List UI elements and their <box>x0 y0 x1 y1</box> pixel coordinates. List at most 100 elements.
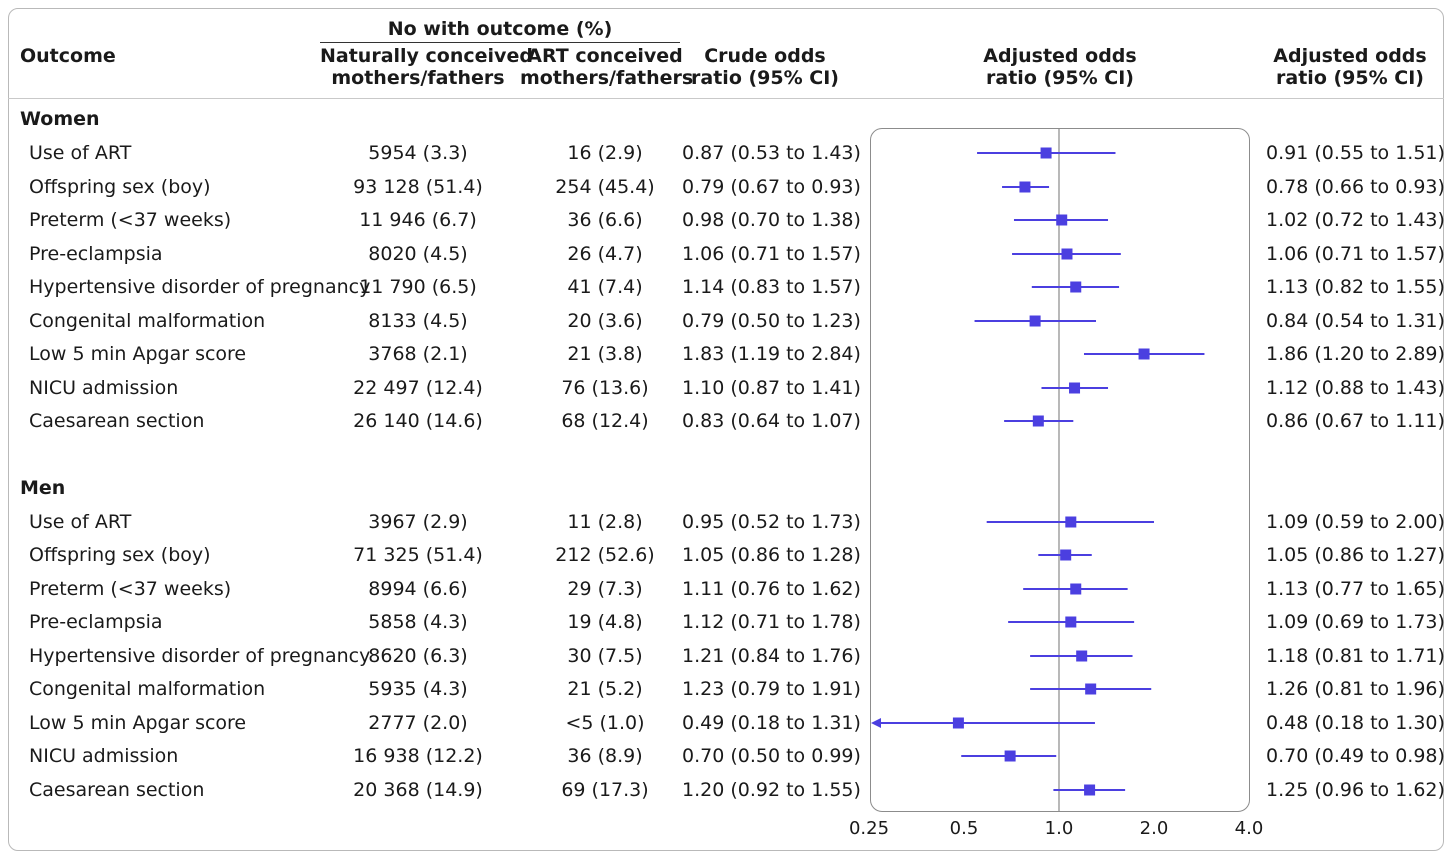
row-label: Caesarean section <box>29 410 205 432</box>
point-estimate <box>1065 616 1077 628</box>
row-label: NICU admission <box>29 745 179 767</box>
x-tick-label: 4.0 <box>1234 818 1264 839</box>
point-estimate <box>1061 248 1073 260</box>
row-crude: 1.12 (0.71 to 1.78) <box>682 611 861 633</box>
row-art: 212 (52.6) <box>555 544 655 566</box>
figure-frame <box>8 8 1444 851</box>
point-estimate <box>1056 214 1068 226</box>
row-art: <5 (1.0) <box>565 712 645 734</box>
row-crude: 1.21 (0.84 to 1.76) <box>682 645 861 667</box>
row-crude: 1.06 (0.71 to 1.57) <box>682 243 861 265</box>
point-estimate <box>1138 348 1150 360</box>
row-adjusted: 1.86 (1.20 to 2.89) <box>1266 343 1445 365</box>
row-natural: 8620 (6.3) <box>368 645 468 667</box>
row-label: Pre-eclampsia <box>29 611 163 633</box>
row-label: Offspring sex (boy) <box>29 176 211 198</box>
row-label: Congenital malformation <box>29 310 266 332</box>
row-art: 30 (7.5) <box>567 645 643 667</box>
row-art: 21 (5.2) <box>567 678 643 700</box>
row-art: 68 (12.4) <box>561 410 649 432</box>
row-natural: 3768 (2.1) <box>368 343 468 365</box>
row-adjusted: 1.06 (0.71 to 1.57) <box>1266 243 1445 265</box>
row-natural: 3967 (2.9) <box>368 511 468 533</box>
row-adjusted: 1.25 (0.96 to 1.62) <box>1266 779 1445 801</box>
header-art-line1: ART conceived <box>527 45 683 67</box>
row-art: 20 (3.6) <box>567 310 643 332</box>
row-adjusted: 0.78 (0.66 to 0.93) <box>1266 176 1445 198</box>
row-natural: 16 938 (12.2) <box>353 745 483 767</box>
row-natural: 20 368 (14.9) <box>353 779 483 801</box>
row-art: 69 (17.3) <box>561 779 649 801</box>
row-adjusted: 1.18 (0.81 to 1.71) <box>1266 645 1445 667</box>
row-label: NICU admission <box>29 377 179 399</box>
row-adjusted: 1.12 (0.88 to 1.43) <box>1266 377 1445 399</box>
row-crude: 0.49 (0.18 to 1.31) <box>682 712 861 734</box>
row-crude: 1.20 (0.92 to 1.55) <box>682 779 861 801</box>
row-adjusted: 1.09 (0.59 to 2.00) <box>1266 511 1445 533</box>
row-adjusted: 1.09 (0.69 to 1.73) <box>1266 611 1445 633</box>
header-art-line2: mothers/fathers <box>520 67 694 89</box>
row-crude: 1.10 (0.87 to 1.41) <box>682 377 861 399</box>
row-label: Caesarean section <box>29 779 205 801</box>
row-crude: 0.70 (0.50 to 0.99) <box>682 745 861 767</box>
row-label: Preterm (<37 weeks) <box>29 578 232 600</box>
row-natural: 5954 (3.3) <box>368 142 468 164</box>
row-natural: 8020 (4.5) <box>368 243 468 265</box>
x-tick-label: 0.5 <box>949 818 979 839</box>
row-adjusted: 0.86 (0.67 to 1.11) <box>1266 410 1445 432</box>
row-adjusted: 0.48 (0.18 to 1.30) <box>1266 712 1445 734</box>
header-adjusted-line2: ratio (95% CI) <box>1276 67 1424 89</box>
point-estimate <box>1029 315 1041 327</box>
row-natural: 93 128 (51.4) <box>353 176 483 198</box>
point-estimate <box>1084 784 1096 796</box>
header-adjusted-plot-line2: ratio (95% CI) <box>986 67 1134 89</box>
row-adjusted: 0.70 (0.49 to 0.98) <box>1266 745 1445 767</box>
header-divider <box>8 98 1444 99</box>
point-estimate <box>952 717 964 729</box>
point-estimate <box>1004 750 1016 762</box>
row-art: 29 (7.3) <box>567 578 643 600</box>
row-label: Use of ART <box>29 142 132 164</box>
row-adjusted: 1.13 (0.82 to 1.55) <box>1266 276 1445 298</box>
row-label: Low 5 min Apgar score <box>29 712 247 734</box>
row-adjusted: 1.13 (0.77 to 1.65) <box>1266 578 1445 600</box>
row-natural: 71 325 (51.4) <box>353 544 483 566</box>
row-art: 254 (45.4) <box>555 176 655 198</box>
row-crude: 1.11 (0.76 to 1.62) <box>682 578 861 600</box>
header-adjusted-plot-line1: Adjusted odds <box>983 45 1137 67</box>
row-natural: 11 946 (6.7) <box>359 209 477 231</box>
point-estimate <box>1070 583 1082 595</box>
row-label: Hypertensive disorder of pregnancy <box>29 276 371 298</box>
row-crude: 1.83 (1.19 to 2.84) <box>682 343 861 365</box>
row-art: 21 (3.8) <box>567 343 643 365</box>
ci-arrow <box>871 718 881 728</box>
row-crude: 1.23 (0.79 to 1.91) <box>682 678 861 700</box>
row-art: 36 (6.6) <box>567 209 643 231</box>
row-adjusted: 0.91 (0.55 to 1.51) <box>1266 142 1445 164</box>
row-natural: 2777 (2.0) <box>368 712 468 734</box>
row-art: 11 (2.8) <box>567 511 643 533</box>
point-estimate <box>1076 650 1088 662</box>
row-label: Congenital malformation <box>29 678 266 700</box>
row-art: 36 (8.9) <box>567 745 643 767</box>
row-label: Low 5 min Apgar score <box>29 343 247 365</box>
row-crude: 0.83 (0.64 to 1.07) <box>682 410 861 432</box>
row-adjusted: 1.05 (0.86 to 1.27) <box>1266 544 1445 566</box>
row-adjusted: 0.84 (0.54 to 1.31) <box>1266 310 1445 332</box>
header-natural-line1: Naturally conceived <box>320 45 533 67</box>
point-estimate <box>1069 382 1081 394</box>
row-label: Offspring sex (boy) <box>29 544 211 566</box>
row-label: Use of ART <box>29 511 132 533</box>
row-crude: 1.14 (0.83 to 1.57) <box>682 276 861 298</box>
row-natural: 8133 (4.5) <box>368 310 468 332</box>
point-estimate <box>1070 281 1082 293</box>
point-estimate <box>1085 683 1097 695</box>
header-natural-line2: mothers/fathers <box>331 67 505 89</box>
point-estimate <box>1060 549 1072 561</box>
row-natural: 5858 (4.3) <box>368 611 468 633</box>
point-estimate <box>1065 516 1077 528</box>
row-natural: 8994 (6.6) <box>368 578 468 600</box>
row-art: 76 (13.6) <box>561 377 649 399</box>
row-natural: 22 497 (12.4) <box>353 377 483 399</box>
